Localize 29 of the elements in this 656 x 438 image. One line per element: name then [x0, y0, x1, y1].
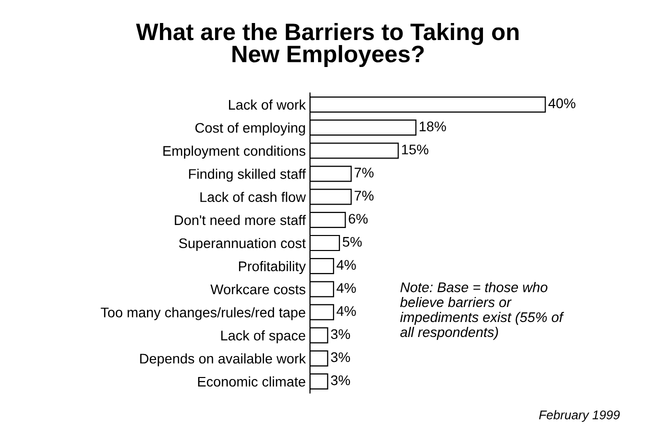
data-label: 40% [548, 98, 576, 108]
chart-title: What are the Barriers to Taking on New Employees? [136, 22, 519, 68]
data-label: 4% [336, 260, 356, 270]
data-label: 3% [330, 375, 350, 386]
data-label: 3% [330, 352, 350, 362]
y-tick-label: Cost of employing [195, 122, 305, 136]
y-tick-label: Lack of cash flow [200, 192, 306, 202]
y-tick-label: Don't need more staff [174, 214, 306, 226]
y-tick-label: Employment conditions [163, 146, 306, 159]
y-tick-label: Workcare costs [210, 284, 306, 294]
data-label: 7% [354, 168, 374, 178]
text: February 1999 [539, 410, 620, 422]
data-label: 3% [330, 329, 350, 340]
data-label: 4% [336, 306, 356, 316]
y-tick-label: Superannuation cost [179, 238, 306, 251]
y-tick-label: Economic climate [198, 376, 306, 387]
y-tick-label: Lack of space [221, 330, 306, 344]
data-label: 5% [342, 236, 362, 247]
data-label: 6% [348, 214, 368, 224]
y-tick-label: Profitability [239, 261, 306, 274]
y-tick-label: Lack of work [229, 100, 306, 110]
data-label: 4% [336, 283, 356, 293]
y-tick-label: Depends on available work [140, 353, 306, 366]
data-label: 18% [420, 122, 446, 132]
y-tick-label: Finding skilled staff [189, 168, 306, 182]
y-tick-label: Too many changes/rules/red tape [100, 307, 306, 320]
data-label: 7% [354, 190, 374, 201]
annotation: Note: Base = those who believe barriers or impediments exist (55% of all respondents) [400, 282, 564, 340]
data-label: 15% [402, 144, 428, 154]
